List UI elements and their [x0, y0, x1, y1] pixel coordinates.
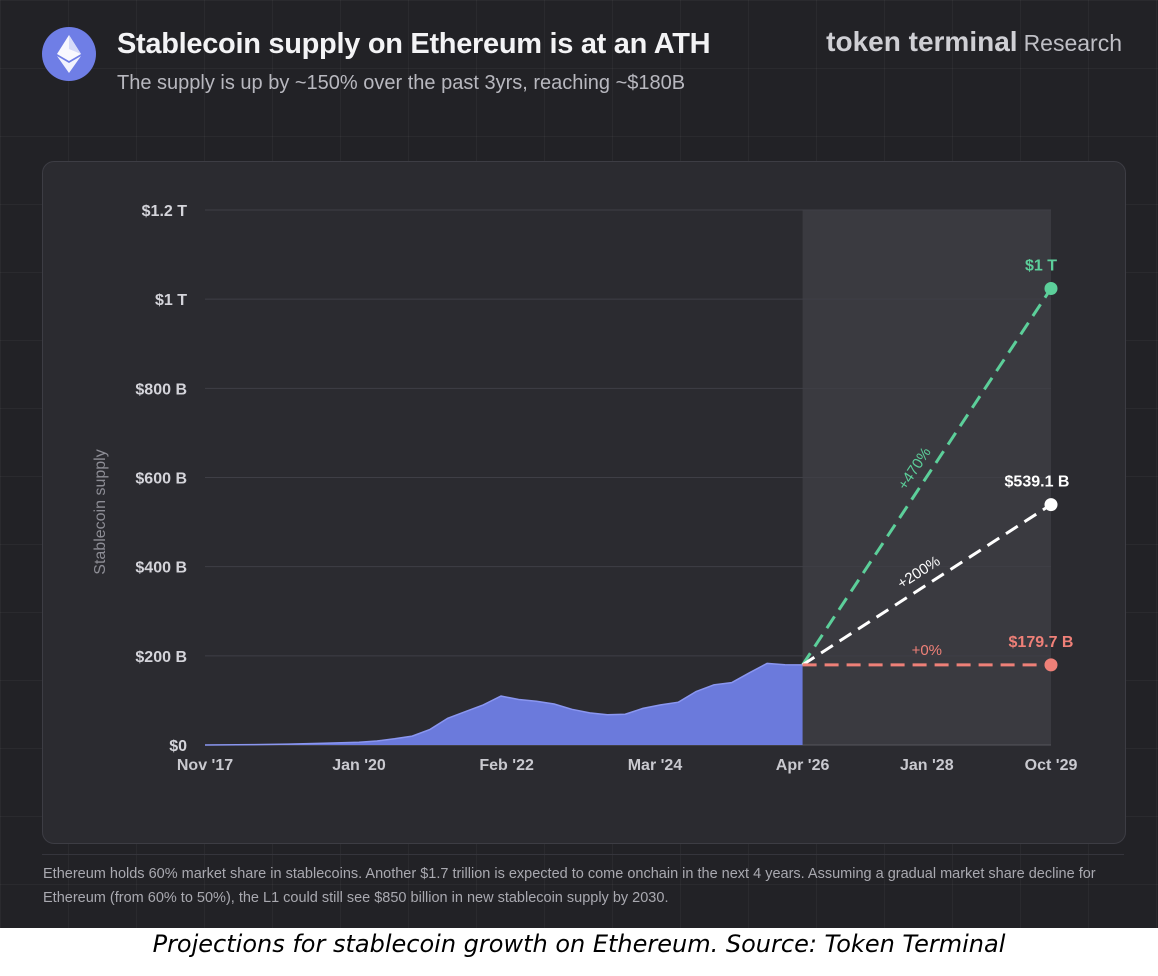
brand-logo: token terminal Research	[826, 26, 1122, 58]
x-tick-label: Nov '17	[177, 757, 233, 774]
y-tick-label: $200 B	[135, 649, 187, 666]
projection-line-base	[801, 503, 1052, 667]
ethereum-icon	[42, 27, 96, 81]
chart-subtitle: The supply is up by ~150% over the past …	[117, 72, 686, 94]
brand-suffix: Research	[1023, 30, 1122, 56]
y-tick-label: $400 B	[135, 560, 187, 577]
projection-growth-label-flat: +0%	[912, 642, 942, 659]
chart-frame: Stablecoin supply on Ethereum is at an A…	[0, 0, 1158, 928]
y-axis-label: Stablecoin supply	[92, 449, 109, 574]
y-tick-label: $1 T	[155, 292, 187, 309]
y-tick-label: $600 B	[135, 471, 187, 488]
brand-name: token terminal	[826, 26, 1018, 57]
figure-caption: Projections for stablecoin growth on Eth…	[152, 930, 1006, 958]
x-tick-label: Feb '22	[479, 757, 534, 774]
projection-end-label-base: $539.1 B	[1005, 474, 1070, 491]
y-tick-label: $0	[169, 738, 187, 755]
projection-end-label-bull: $1 T	[1025, 257, 1057, 274]
y-axis-ticks: $0 $200 B $400 B $600 B $800 B $1 T $1.2 T	[135, 203, 187, 755]
grid-lines	[205, 209, 1051, 746]
projection-end-label-flat: $179.7 B	[1009, 634, 1074, 651]
projection-end-point-base	[1044, 498, 1058, 512]
x-tick-label: Mar '24	[628, 757, 683, 774]
history-line	[204, 662, 803, 746]
footnote-divider	[42, 854, 1124, 855]
y-tick-label: $1.2 T	[142, 203, 188, 220]
projection-end-point-bull	[1044, 281, 1058, 295]
projection-line-bull	[801, 287, 1053, 666]
x-axis-ticks: Nov '17 Jan '20 Feb '22 Mar '24 Apr '26 Jan '…	[177, 757, 1078, 774]
history-area-fill	[205, 663, 803, 745]
x-tick-label: Oct '29	[1025, 757, 1078, 774]
chart-title: Stablecoin supply on Ethereum is at an A…	[117, 28, 711, 60]
history-area	[204, 662, 803, 746]
footnote: Ethereum holds 60% market share in stabl…	[43, 866, 1096, 906]
x-tick-label: Jan '28	[900, 757, 954, 774]
chart-plot: $1 T+470% $539.1 B+200%$179.7 B+0% $0$200…	[92, 203, 1078, 774]
y-tick-label: $800 B	[135, 381, 187, 398]
x-tick-label: Jan '20	[332, 757, 386, 774]
chart-card: $1 T +470% $539.1 B +200% $179.7 B +0% $0 $200…	[42, 161, 1126, 844]
projection-end-point-flat	[1044, 658, 1058, 672]
x-tick-label: Apr '26	[776, 757, 830, 774]
